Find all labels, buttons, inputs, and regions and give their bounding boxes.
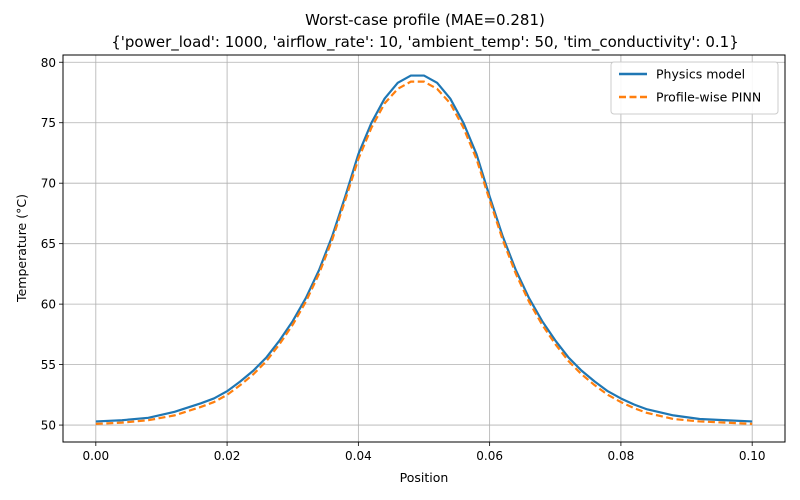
x-axis-ticks: 0.00 0.02 0.04 0.06 0.08 0.10 [82, 442, 766, 463]
x-tick-label: 0.08 [608, 449, 635, 463]
plot-frame [62, 54, 786, 443]
series-line-profile-wise-pinn [95, 80, 753, 425]
x-axis-label: Position [400, 470, 449, 485]
legend-label-profile-wise-pinn: Profile-wise PINN [656, 90, 761, 105]
y-tick-label: 60 [41, 298, 56, 312]
legend: Physics model Profile-wise PINN [610, 61, 779, 115]
chart-title: Worst-case profile (MAE=0.281) [305, 11, 545, 29]
legend-label-physics-model: Physics model [656, 67, 745, 82]
y-axis-ticks: 50 55 60 65 70 75 80 [41, 56, 63, 433]
y-tick-label: 75 [41, 116, 56, 130]
x-tick-label: 0.10 [739, 449, 766, 463]
y-tick-label: 55 [41, 358, 56, 372]
x-tick-label: 0.02 [214, 449, 241, 463]
series-lines [95, 74, 753, 425]
x-tick-label: 0.00 [82, 449, 109, 463]
grid [63, 55, 785, 442]
y-tick-label: 80 [41, 56, 56, 70]
y-tick-label: 70 [41, 177, 56, 191]
y-tick-label: 65 [41, 237, 56, 251]
x-tick-label: 0.04 [345, 449, 372, 463]
x-tick-label: 0.06 [476, 449, 503, 463]
series-line-physics-model [95, 74, 753, 423]
legend-box [610, 61, 779, 115]
chart-subtitle: {'power_load': 1000, 'airflow_rate': 10,… [111, 33, 739, 52]
y-axis-label: Temperature (°C) [14, 194, 29, 303]
y-tick-label: 50 [41, 419, 56, 433]
